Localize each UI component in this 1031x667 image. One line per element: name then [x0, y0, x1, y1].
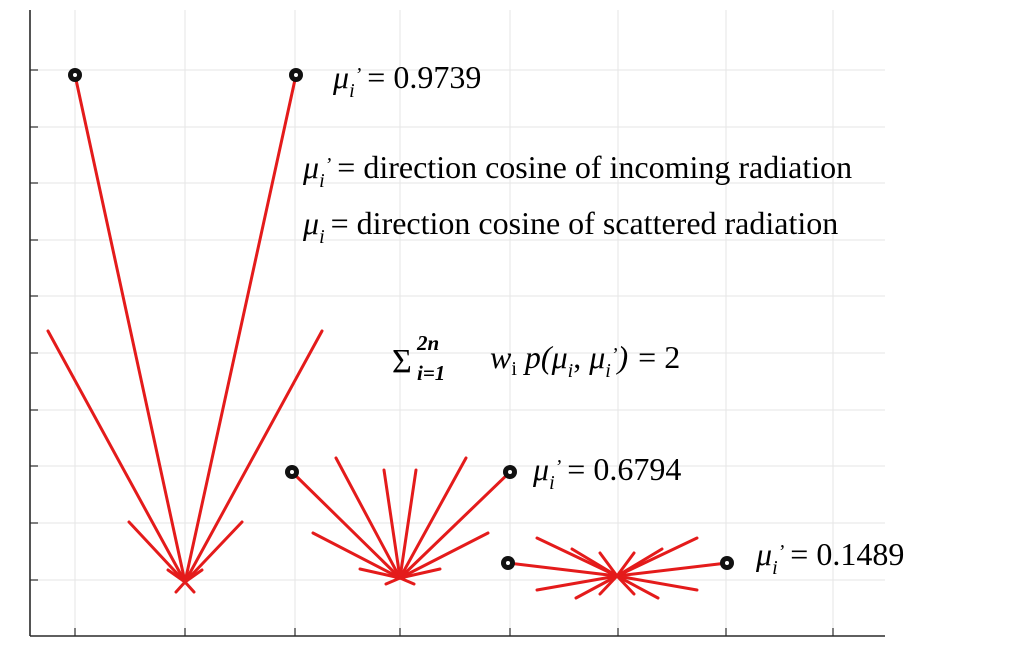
scattering-fan-3	[501, 536, 734, 600]
value-label-3: μi’ = 0.1489	[755, 536, 904, 579]
ray	[183, 520, 244, 584]
ray	[183, 580, 196, 594]
scattering-fan-2	[285, 456, 517, 586]
sum-upper-limit: 2n	[416, 331, 439, 355]
value-label-1: μi’ = 0.9739	[332, 59, 481, 102]
ray	[183, 73, 298, 584]
ray	[535, 574, 619, 592]
ray	[615, 574, 699, 592]
ray	[311, 531, 402, 580]
ray	[334, 456, 402, 580]
ray	[382, 468, 402, 580]
ray	[166, 568, 187, 584]
ray	[506, 561, 619, 578]
ray	[183, 568, 204, 584]
ray	[398, 567, 442, 580]
ray	[398, 576, 416, 586]
ray	[290, 470, 402, 580]
normalization-equation: Σ 2n i=1 wi p(μi, μi’) = 2	[392, 331, 680, 385]
ray	[183, 329, 324, 584]
x-ticks	[74, 628, 834, 636]
scattering-fan-1	[46, 68, 324, 594]
ray	[358, 567, 402, 580]
y-ticks	[30, 69, 38, 581]
ray	[598, 551, 619, 578]
ray	[598, 574, 619, 596]
definition-scattered: μi = direction cosine of scattered radiati…	[302, 205, 838, 248]
ray	[46, 329, 187, 584]
ray	[127, 520, 187, 584]
axes	[29, 10, 885, 637]
ray	[398, 470, 512, 580]
ray	[615, 574, 660, 600]
ray	[574, 574, 619, 600]
ray	[615, 551, 636, 578]
equation-body: wi p(μi, μi’) = 2	[490, 339, 680, 382]
value-label-2: μi’ = 0.6794	[532, 451, 681, 494]
definition-incoming: μi’ = direction cosine of incoming radiati…	[302, 149, 852, 192]
ray	[398, 468, 418, 580]
ray	[384, 576, 402, 586]
ray	[615, 561, 729, 578]
ray	[615, 574, 636, 596]
sum-lower-limit: i=1	[417, 361, 445, 385]
ray	[615, 547, 664, 578]
ray	[73, 73, 187, 584]
ray	[570, 547, 619, 578]
ray	[398, 456, 468, 580]
ray	[398, 531, 490, 580]
sum-symbol: Σ	[392, 343, 412, 380]
ray	[174, 580, 187, 594]
